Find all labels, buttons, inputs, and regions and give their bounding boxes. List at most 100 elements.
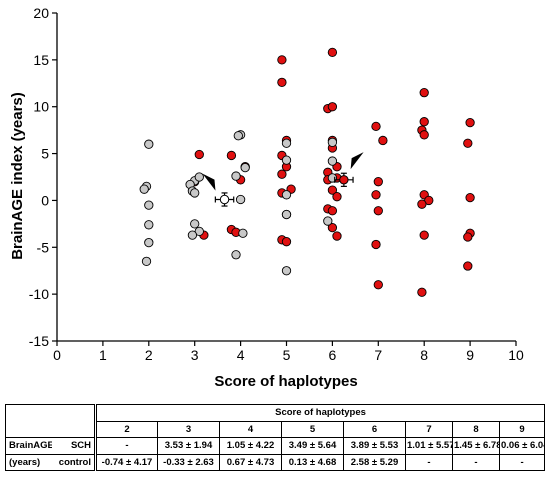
sch-point — [327, 185, 338, 195]
scatter-chart: -15 -10 -5 0 5 10 15 20 0 1 2 3 4 5 6 7 8 9 10 Score of ha… — [9, 5, 524, 390]
control-cell: - — [498, 453, 546, 471]
control-point — [190, 188, 200, 198]
control-point — [231, 171, 241, 181]
control-cell: - — [405, 453, 453, 471]
sch-point — [332, 231, 342, 241]
control-point — [281, 190, 292, 200]
table-corner — [5, 404, 97, 421]
sch-point — [463, 138, 473, 148]
data-points — [139, 47, 475, 297]
control-point — [323, 216, 333, 226]
control-point — [281, 209, 292, 220]
control-mean-point — [219, 194, 230, 205]
sch-cell: 1.45 ± 6.78 — [452, 437, 500, 455]
row-label-years: (years) — [5, 453, 52, 471]
y-tick-label: -5 — [37, 239, 50, 255]
control-cell: - — [452, 453, 500, 471]
sch-point — [332, 192, 342, 202]
sch-point — [373, 280, 383, 290]
x-tick-label: 9 — [466, 347, 474, 363]
row-label-sch: SCH — [51, 437, 97, 455]
sch-point — [327, 206, 338, 216]
sch-point — [194, 149, 204, 160]
row-label-control: control — [51, 453, 97, 471]
score-cell: 4 — [219, 420, 282, 438]
table-row-control: (years) control -0.74 ± 4.17 -0.33 ± 2.6… — [5, 453, 546, 471]
axes: -15 -10 -5 0 5 10 15 20 0 1 2 3 4 5 6 7 8 9 10 — [29, 5, 524, 363]
sch-point — [277, 55, 287, 65]
sch-point — [419, 88, 429, 98]
sch-point — [465, 117, 475, 128]
control-point — [187, 230, 198, 240]
sch-point — [226, 150, 237, 161]
sch-point — [463, 232, 473, 242]
control-point — [233, 131, 243, 141]
sch-point — [419, 117, 429, 127]
sch-cell: 3.53 ± 1.94 — [157, 437, 220, 455]
x-tick-label: 5 — [283, 347, 291, 363]
table-corner-lower — [5, 421, 97, 438]
arrowhead-icon — [202, 173, 216, 191]
control-point — [144, 220, 154, 230]
mean-markers — [214, 172, 354, 207]
sch-point — [465, 192, 475, 203]
sch-cell: - — [95, 437, 158, 455]
sch-point — [327, 47, 338, 58]
sch-mean-point — [339, 175, 349, 185]
control-point — [327, 173, 338, 183]
sch-cell: 3.89 ± 5.53 — [343, 437, 406, 455]
x-tick-label: 8 — [420, 347, 428, 363]
control-point — [144, 200, 154, 210]
score-cell: 9 — [498, 420, 546, 438]
control-point — [141, 256, 152, 266]
control-point — [144, 139, 154, 149]
control-cell: 0.13 ± 4.68 — [281, 453, 344, 471]
score-cell: 3 — [157, 420, 220, 438]
control-cell: 2.58 ± 5.29 — [343, 453, 406, 471]
control-cell: -0.33 ± 2.63 — [157, 453, 220, 471]
x-tick-label: 4 — [237, 347, 245, 363]
control-point — [281, 138, 292, 148]
control-point — [281, 155, 292, 165]
control-cell: -0.74 ± 4.17 — [95, 453, 158, 471]
score-cell: 8 — [452, 420, 500, 438]
sch-point — [277, 169, 287, 179]
score-cell: 5 — [281, 420, 344, 438]
x-tick-label: 0 — [53, 347, 61, 363]
x-axis-label: Score of haplotypes — [214, 373, 357, 390]
x-tick-label: 3 — [191, 347, 199, 363]
control-point — [281, 266, 292, 276]
control-point — [144, 237, 154, 248]
control-point — [240, 162, 250, 173]
score-cell: 2 — [95, 420, 158, 438]
sch-point — [417, 199, 427, 209]
table-row-sch: BrainAGE SCH - 3.53 ± 1.94 1.05 ± 4.22 3… — [5, 437, 546, 455]
table-header: Score of haplotypes — [94, 404, 546, 421]
control-point — [139, 184, 149, 194]
arrowhead-icon — [350, 152, 364, 170]
sch-point — [371, 121, 381, 132]
sch-cell: 3.49 ± 5.64 — [281, 437, 344, 455]
row-label-brainage: BrainAGE — [5, 437, 52, 455]
sch-point — [327, 102, 338, 112]
y-tick-label: 5 — [41, 146, 49, 162]
y-tick-label: 15 — [33, 52, 49, 68]
sch-point — [277, 77, 287, 87]
control-point — [238, 228, 248, 238]
control-point — [235, 194, 246, 205]
sch-point — [327, 222, 338, 233]
summary-table-grid: Score of haplotypes 2 3 4 5 6 7 8 9 Brai… — [5, 404, 546, 471]
table-header-row: Score of haplotypes — [5, 404, 546, 421]
y-tick-label: 10 — [33, 99, 49, 115]
control-point — [327, 137, 338, 147]
table-score-row: 2 3 4 5 6 7 8 9 — [5, 420, 546, 438]
sch-point — [419, 130, 429, 140]
sch-cell: 1.01 ± 5.57 — [405, 437, 453, 455]
y-tick-label: 20 — [33, 5, 49, 21]
x-tick-label: 6 — [329, 347, 337, 363]
sch-point — [371, 239, 381, 250]
sch-point — [373, 206, 383, 216]
sch-point — [463, 261, 473, 271]
sch-cell: 1.05 ± 4.22 — [219, 437, 282, 455]
x-tick-label: 7 — [374, 347, 382, 363]
